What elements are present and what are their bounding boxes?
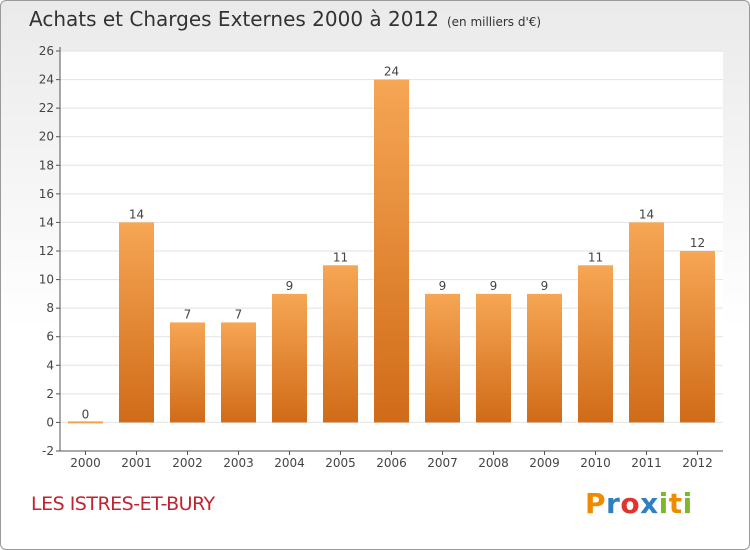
y-tick-label: 8 bbox=[46, 301, 54, 315]
logo-letter: P bbox=[585, 487, 607, 520]
x-tick-label: 2006 bbox=[376, 456, 407, 470]
y-tick-label: 16 bbox=[39, 187, 54, 201]
x-tick-label: 2007 bbox=[427, 456, 458, 470]
y-tick-label: 22 bbox=[39, 101, 54, 115]
y-tick-label: 0 bbox=[46, 415, 54, 429]
bar-value-label: 11 bbox=[588, 250, 603, 264]
bar bbox=[578, 265, 613, 423]
bar-value-label: 14 bbox=[639, 207, 654, 221]
logo-letter: t bbox=[668, 487, 683, 520]
bar bbox=[170, 322, 205, 423]
logo-letter: i bbox=[682, 487, 693, 520]
bar bbox=[680, 251, 715, 423]
y-tick-label: 10 bbox=[39, 273, 54, 287]
bar-value-label: 9 bbox=[439, 279, 447, 293]
bar bbox=[425, 293, 460, 423]
bar-value-label: 9 bbox=[286, 279, 294, 293]
y-tick-label: 24 bbox=[39, 73, 54, 87]
logo-letter: x bbox=[640, 487, 659, 520]
y-tick-label: 26 bbox=[39, 44, 54, 58]
x-tick-label: 2004 bbox=[274, 456, 305, 470]
x-tick-label: 2009 bbox=[529, 456, 560, 470]
y-tick-label: 14 bbox=[39, 215, 54, 229]
logo-letter: i bbox=[658, 487, 669, 520]
chart-title-text: Achats et Charges Externes 2000 à 2012 bbox=[29, 7, 439, 31]
bar-value-label: 9 bbox=[490, 279, 498, 293]
bar-value-label: 7 bbox=[184, 307, 192, 321]
y-tick-label: -2 bbox=[42, 444, 54, 458]
chart-title: Achats et Charges Externes 2000 à 2012 (e… bbox=[29, 7, 541, 31]
bar bbox=[221, 322, 256, 423]
bar-value-label: 7 bbox=[235, 307, 243, 321]
logo-letter: r bbox=[606, 487, 621, 520]
logo-letter: o bbox=[620, 487, 641, 520]
y-tick-label: 4 bbox=[46, 358, 54, 372]
bar bbox=[272, 293, 307, 423]
bar bbox=[527, 293, 562, 423]
y-tick-label: 12 bbox=[39, 244, 54, 258]
x-tick-label: 2008 bbox=[478, 456, 509, 470]
x-tick-label: 2011 bbox=[631, 456, 662, 470]
y-tick-label: 20 bbox=[39, 130, 54, 144]
x-tick-label: 2001 bbox=[121, 456, 152, 470]
x-tick-label: 2010 bbox=[580, 456, 611, 470]
place-name: LES ISTRES-ET-BURY bbox=[31, 493, 215, 515]
y-tick-label: 18 bbox=[39, 158, 54, 172]
x-tick-label: 2002 bbox=[172, 456, 203, 470]
bar-value-label: 11 bbox=[333, 250, 348, 264]
bar-value-label: 14 bbox=[129, 207, 144, 221]
y-tick-label: 2 bbox=[46, 387, 54, 401]
chart-unit: (en milliers d'€) bbox=[446, 15, 542, 29]
x-tick-label: 2003 bbox=[223, 456, 254, 470]
bar bbox=[374, 79, 409, 423]
bar bbox=[323, 265, 358, 423]
bar-value-label: 24 bbox=[384, 65, 399, 79]
bar bbox=[629, 222, 664, 423]
bar bbox=[476, 293, 511, 423]
bar-value-label: 12 bbox=[690, 236, 705, 250]
x-tick-label: 2012 bbox=[682, 456, 713, 470]
bar-value-label: 0 bbox=[82, 407, 90, 421]
proxiti-logo: Proxiti bbox=[585, 487, 693, 520]
x-tick-label: 2000 bbox=[70, 456, 101, 470]
y-tick-label: 6 bbox=[46, 330, 54, 344]
x-tick-label: 2005 bbox=[325, 456, 356, 470]
bar bbox=[119, 222, 154, 423]
bar-value-label: 9 bbox=[541, 279, 549, 293]
